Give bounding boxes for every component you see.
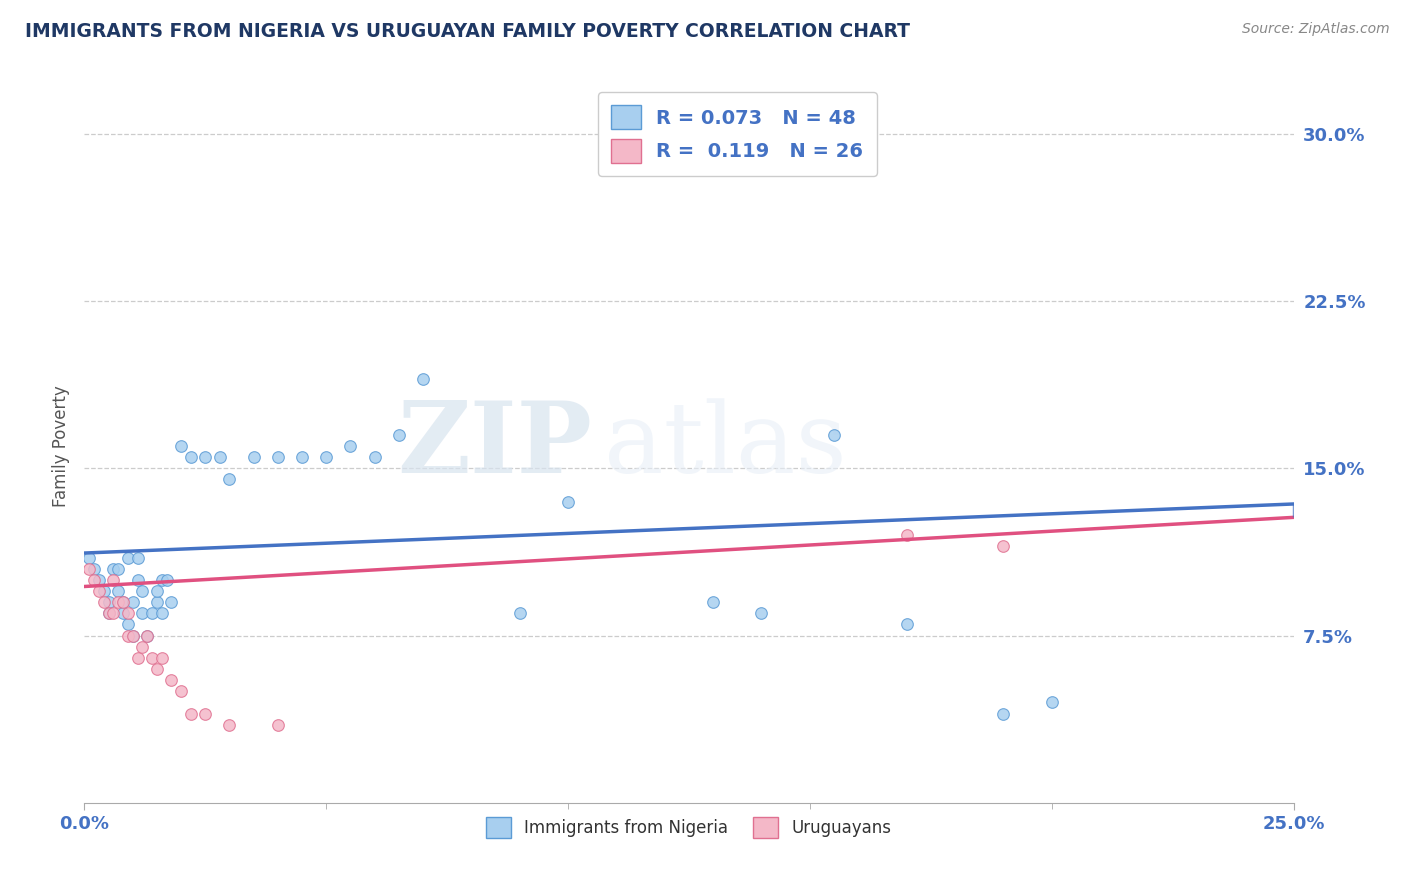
- Point: [131, 640, 153, 654]
- Point: [363, 450, 385, 464]
- Point: [141, 607, 163, 621]
- Point: [146, 662, 169, 676]
- Point: [1040, 696, 1063, 710]
- Point: [97, 607, 120, 621]
- Point: [823, 427, 845, 442]
- Point: [155, 573, 177, 587]
- Point: [150, 573, 173, 587]
- Point: [117, 628, 139, 642]
- Point: [180, 706, 202, 721]
- Point: [194, 450, 217, 464]
- Legend: Immigrants from Nigeria, Uruguayans: Immigrants from Nigeria, Uruguayans: [479, 811, 898, 845]
- Point: [170, 684, 193, 698]
- Point: [83, 573, 105, 587]
- Point: [242, 450, 264, 464]
- Point: [136, 628, 159, 642]
- Point: [93, 595, 115, 609]
- Point: [150, 651, 173, 665]
- Point: [87, 573, 110, 587]
- Point: [146, 595, 169, 609]
- Text: IMMIGRANTS FROM NIGERIA VS URUGUAYAN FAMILY POVERTY CORRELATION CHART: IMMIGRANTS FROM NIGERIA VS URUGUAYAN FAM…: [25, 22, 910, 41]
- Point: [103, 607, 125, 621]
- Text: atlas: atlas: [605, 398, 846, 494]
- Point: [117, 550, 139, 565]
- Point: [993, 706, 1015, 721]
- Point: [388, 427, 411, 442]
- Point: [121, 628, 143, 642]
- Point: [87, 583, 110, 598]
- Point: [131, 583, 153, 598]
- Point: [131, 607, 153, 621]
- Point: [127, 550, 149, 565]
- Point: [896, 528, 918, 542]
- Point: [127, 651, 149, 665]
- Point: [208, 450, 231, 464]
- Point: [97, 595, 120, 609]
- Point: [103, 562, 125, 576]
- Point: [339, 439, 361, 453]
- Point: [218, 717, 240, 731]
- Point: [218, 473, 240, 487]
- Point: [267, 450, 290, 464]
- Point: [77, 550, 100, 565]
- Point: [751, 607, 773, 621]
- Point: [117, 617, 139, 632]
- Point: [150, 607, 173, 621]
- Point: [194, 706, 217, 721]
- Point: [127, 573, 149, 587]
- Point: [107, 562, 129, 576]
- Y-axis label: Family Poverty: Family Poverty: [52, 385, 70, 507]
- Point: [412, 372, 434, 386]
- Point: [107, 583, 129, 598]
- Point: [291, 450, 314, 464]
- Text: ZIP: ZIP: [398, 398, 592, 494]
- Point: [993, 539, 1015, 553]
- Point: [83, 562, 105, 576]
- Point: [97, 607, 120, 621]
- Point: [77, 562, 100, 576]
- Point: [121, 595, 143, 609]
- Point: [117, 607, 139, 621]
- Point: [702, 595, 724, 609]
- Point: [146, 583, 169, 598]
- Point: [112, 595, 135, 609]
- Point: [160, 595, 183, 609]
- Point: [267, 717, 290, 731]
- Point: [121, 628, 143, 642]
- Point: [896, 617, 918, 632]
- Point: [136, 628, 159, 642]
- Point: [93, 583, 115, 598]
- Point: [112, 595, 135, 609]
- Point: [557, 494, 579, 508]
- Point: [180, 450, 202, 464]
- Text: Source: ZipAtlas.com: Source: ZipAtlas.com: [1241, 22, 1389, 37]
- Point: [112, 607, 135, 621]
- Point: [141, 651, 163, 665]
- Point: [160, 673, 183, 687]
- Point: [170, 439, 193, 453]
- Point: [107, 595, 129, 609]
- Point: [315, 450, 337, 464]
- Point: [509, 607, 531, 621]
- Point: [103, 573, 125, 587]
